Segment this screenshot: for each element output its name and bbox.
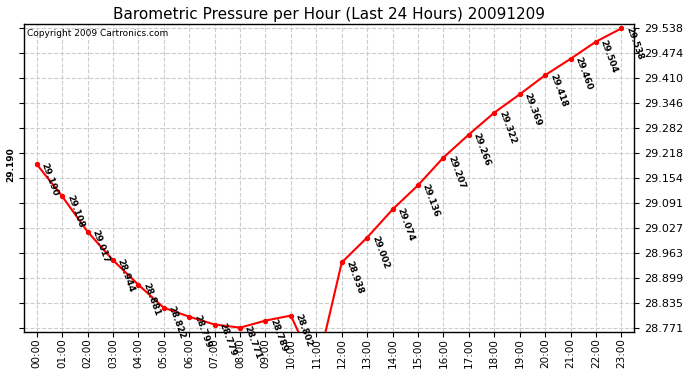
Point <box>362 234 373 240</box>
Text: 29.418: 29.418 <box>548 72 569 108</box>
Point <box>616 26 627 32</box>
Point <box>82 229 93 235</box>
Point <box>133 282 144 288</box>
Point <box>184 314 195 320</box>
Point <box>209 321 220 327</box>
Text: 29.108: 29.108 <box>65 194 85 229</box>
Point <box>310 368 322 374</box>
Point <box>57 193 68 199</box>
Point <box>438 154 449 160</box>
Title: Barometric Pressure per Hour (Last 24 Hours) 20091209: Barometric Pressure per Hour (Last 24 Ho… <box>113 7 545 22</box>
Text: 28.938: 28.938 <box>344 260 365 296</box>
Text: 29.207: 29.207 <box>446 155 466 190</box>
Text: 28.944: 28.944 <box>116 257 136 293</box>
Point <box>260 318 271 324</box>
Point <box>463 132 474 138</box>
Point <box>514 92 525 98</box>
Text: 29.190: 29.190 <box>39 161 60 197</box>
Text: 29.074: 29.074 <box>395 207 416 243</box>
Point <box>540 72 551 78</box>
Point <box>235 325 246 331</box>
Point <box>336 260 347 266</box>
Point <box>489 110 500 116</box>
Text: 29.538: 29.538 <box>624 26 644 62</box>
Text: 28.659: 28.659 <box>0 374 1 375</box>
Text: 29.190: 29.190 <box>6 147 14 182</box>
Text: 29.322: 29.322 <box>497 110 518 146</box>
Text: 28.802: 28.802 <box>294 313 314 348</box>
Point <box>31 161 42 167</box>
Text: 29.002: 29.002 <box>370 235 390 270</box>
Text: 28.771: 28.771 <box>243 325 263 361</box>
Point <box>387 206 398 212</box>
Point <box>108 257 119 263</box>
Point <box>286 312 297 318</box>
Text: 29.460: 29.460 <box>573 56 593 92</box>
Text: 28.881: 28.881 <box>141 282 161 318</box>
Text: 28.779: 28.779 <box>217 322 238 358</box>
Text: 29.504: 29.504 <box>599 39 619 75</box>
Point <box>413 182 424 188</box>
Point <box>591 39 602 45</box>
Text: 28.799: 28.799 <box>192 314 213 350</box>
Text: Copyright 2009 Cartronics.com: Copyright 2009 Cartronics.com <box>27 29 168 38</box>
Point <box>158 305 169 311</box>
Point <box>565 56 576 62</box>
Text: 28.822: 28.822 <box>166 305 187 340</box>
Text: 29.266: 29.266 <box>472 132 492 168</box>
Text: 29.017: 29.017 <box>90 229 110 265</box>
Text: 28.789: 28.789 <box>268 318 288 354</box>
Text: 29.136: 29.136 <box>421 183 441 218</box>
Text: 29.369: 29.369 <box>522 92 543 128</box>
